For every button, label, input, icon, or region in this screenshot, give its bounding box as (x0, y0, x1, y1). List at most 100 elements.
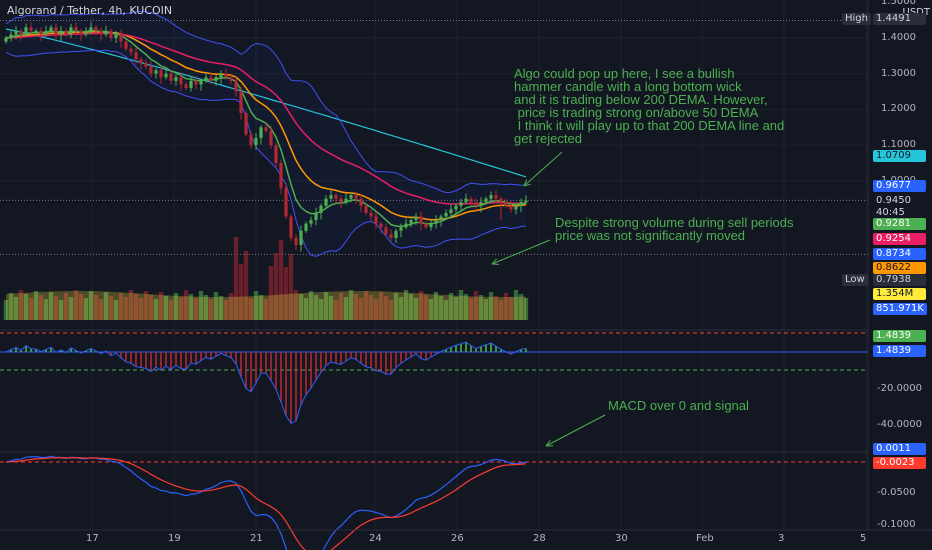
volume-bar (278, 240, 284, 320)
candle (14, 30, 18, 35)
candle (154, 70, 158, 74)
candle (359, 198, 363, 206)
volume-label: 1.354M (873, 288, 926, 300)
candle (174, 77, 178, 81)
price-label: 0.9254 (873, 233, 926, 245)
candle (204, 77, 208, 81)
volume-bar (63, 293, 69, 320)
candle (394, 230, 398, 238)
candle (504, 202, 508, 206)
candle (114, 34, 118, 38)
candle (284, 187, 288, 217)
volume-bar (453, 297, 459, 320)
candle (389, 234, 393, 238)
candle (339, 198, 343, 203)
volume-bar (113, 300, 119, 320)
candle (234, 80, 238, 92)
candle (224, 73, 228, 78)
volume-bar (18, 290, 24, 320)
volume-bar (3, 300, 9, 320)
volume-bar (263, 299, 269, 320)
candle (239, 91, 243, 113)
annotation-hammer: Algo could pop up here, I see a bullish … (514, 66, 785, 146)
volume-bar (78, 294, 84, 320)
candle (109, 30, 113, 38)
candle (469, 198, 473, 203)
osc1-label: 1.4839 (873, 330, 926, 342)
candle (499, 198, 503, 203)
volume-bar (508, 297, 514, 320)
volume-bar (403, 290, 409, 320)
candle (49, 27, 53, 31)
volume-bars (3, 237, 529, 320)
volume-bar (373, 299, 379, 320)
candle (129, 48, 133, 53)
candle (489, 195, 493, 199)
volume-bar (338, 293, 344, 320)
ema-lines (5, 29, 527, 228)
volume-bar (183, 290, 189, 320)
price-label: 0.9677 (873, 180, 926, 192)
time-tick: 26 (451, 533, 464, 544)
volume-bar (353, 294, 359, 320)
candle (179, 77, 183, 85)
volume-bar (118, 293, 124, 320)
candle (64, 30, 68, 35)
candle (39, 30, 43, 35)
candle (344, 198, 348, 203)
candle (29, 27, 33, 31)
bollinger-bands (5, 10, 527, 257)
bb-upper-line (5, 10, 527, 194)
volume-bar (458, 290, 464, 320)
volume-bar (13, 297, 19, 320)
candle (59, 30, 63, 35)
price-label: 0.9281 (873, 218, 926, 230)
price-tick: 1.5000 (881, 0, 916, 8)
volume-bar (158, 292, 164, 320)
volume-bar (313, 295, 319, 320)
volume-bar (428, 299, 434, 320)
candle (184, 84, 188, 88)
candle (404, 223, 408, 228)
volume-bar (218, 296, 224, 320)
ema10-line (5, 29, 527, 228)
time-tick: 17 (86, 533, 99, 544)
volume-bar (273, 253, 279, 320)
volume-bar (413, 298, 419, 320)
candle (459, 202, 463, 206)
volume-bar (38, 295, 44, 320)
candle (254, 137, 258, 146)
arrow-hammer (523, 151, 563, 187)
candle (449, 209, 453, 213)
arrow-macd-head (545, 440, 554, 447)
volume-bar (513, 290, 519, 320)
price-label-tag: Low (842, 274, 868, 286)
volume-bar (198, 291, 204, 320)
volume-bar (268, 266, 274, 320)
volume-bar (473, 291, 479, 320)
volume-bar (333, 300, 339, 320)
countdown-label: 40:45 (876, 207, 905, 218)
oscillator-histogram (0, 332, 868, 425)
candle (44, 30, 48, 35)
price-tick: 1.4000 (881, 32, 916, 43)
candle (319, 205, 323, 213)
candle (69, 27, 73, 35)
volume-bar (388, 300, 394, 320)
volume-bar (138, 298, 144, 320)
candle (149, 66, 153, 74)
candle (189, 80, 193, 88)
candle (244, 112, 248, 135)
candle (219, 73, 223, 78)
macd-tick: -0.1000 (877, 519, 916, 530)
volume-bar (363, 291, 369, 320)
candle (274, 145, 278, 163)
volume-bar (303, 298, 309, 320)
volume-bar (58, 300, 64, 320)
volume-bar (48, 292, 54, 320)
volume-bar (228, 293, 234, 320)
candle (314, 212, 318, 221)
candle (229, 77, 233, 81)
volume-bar (328, 296, 334, 320)
